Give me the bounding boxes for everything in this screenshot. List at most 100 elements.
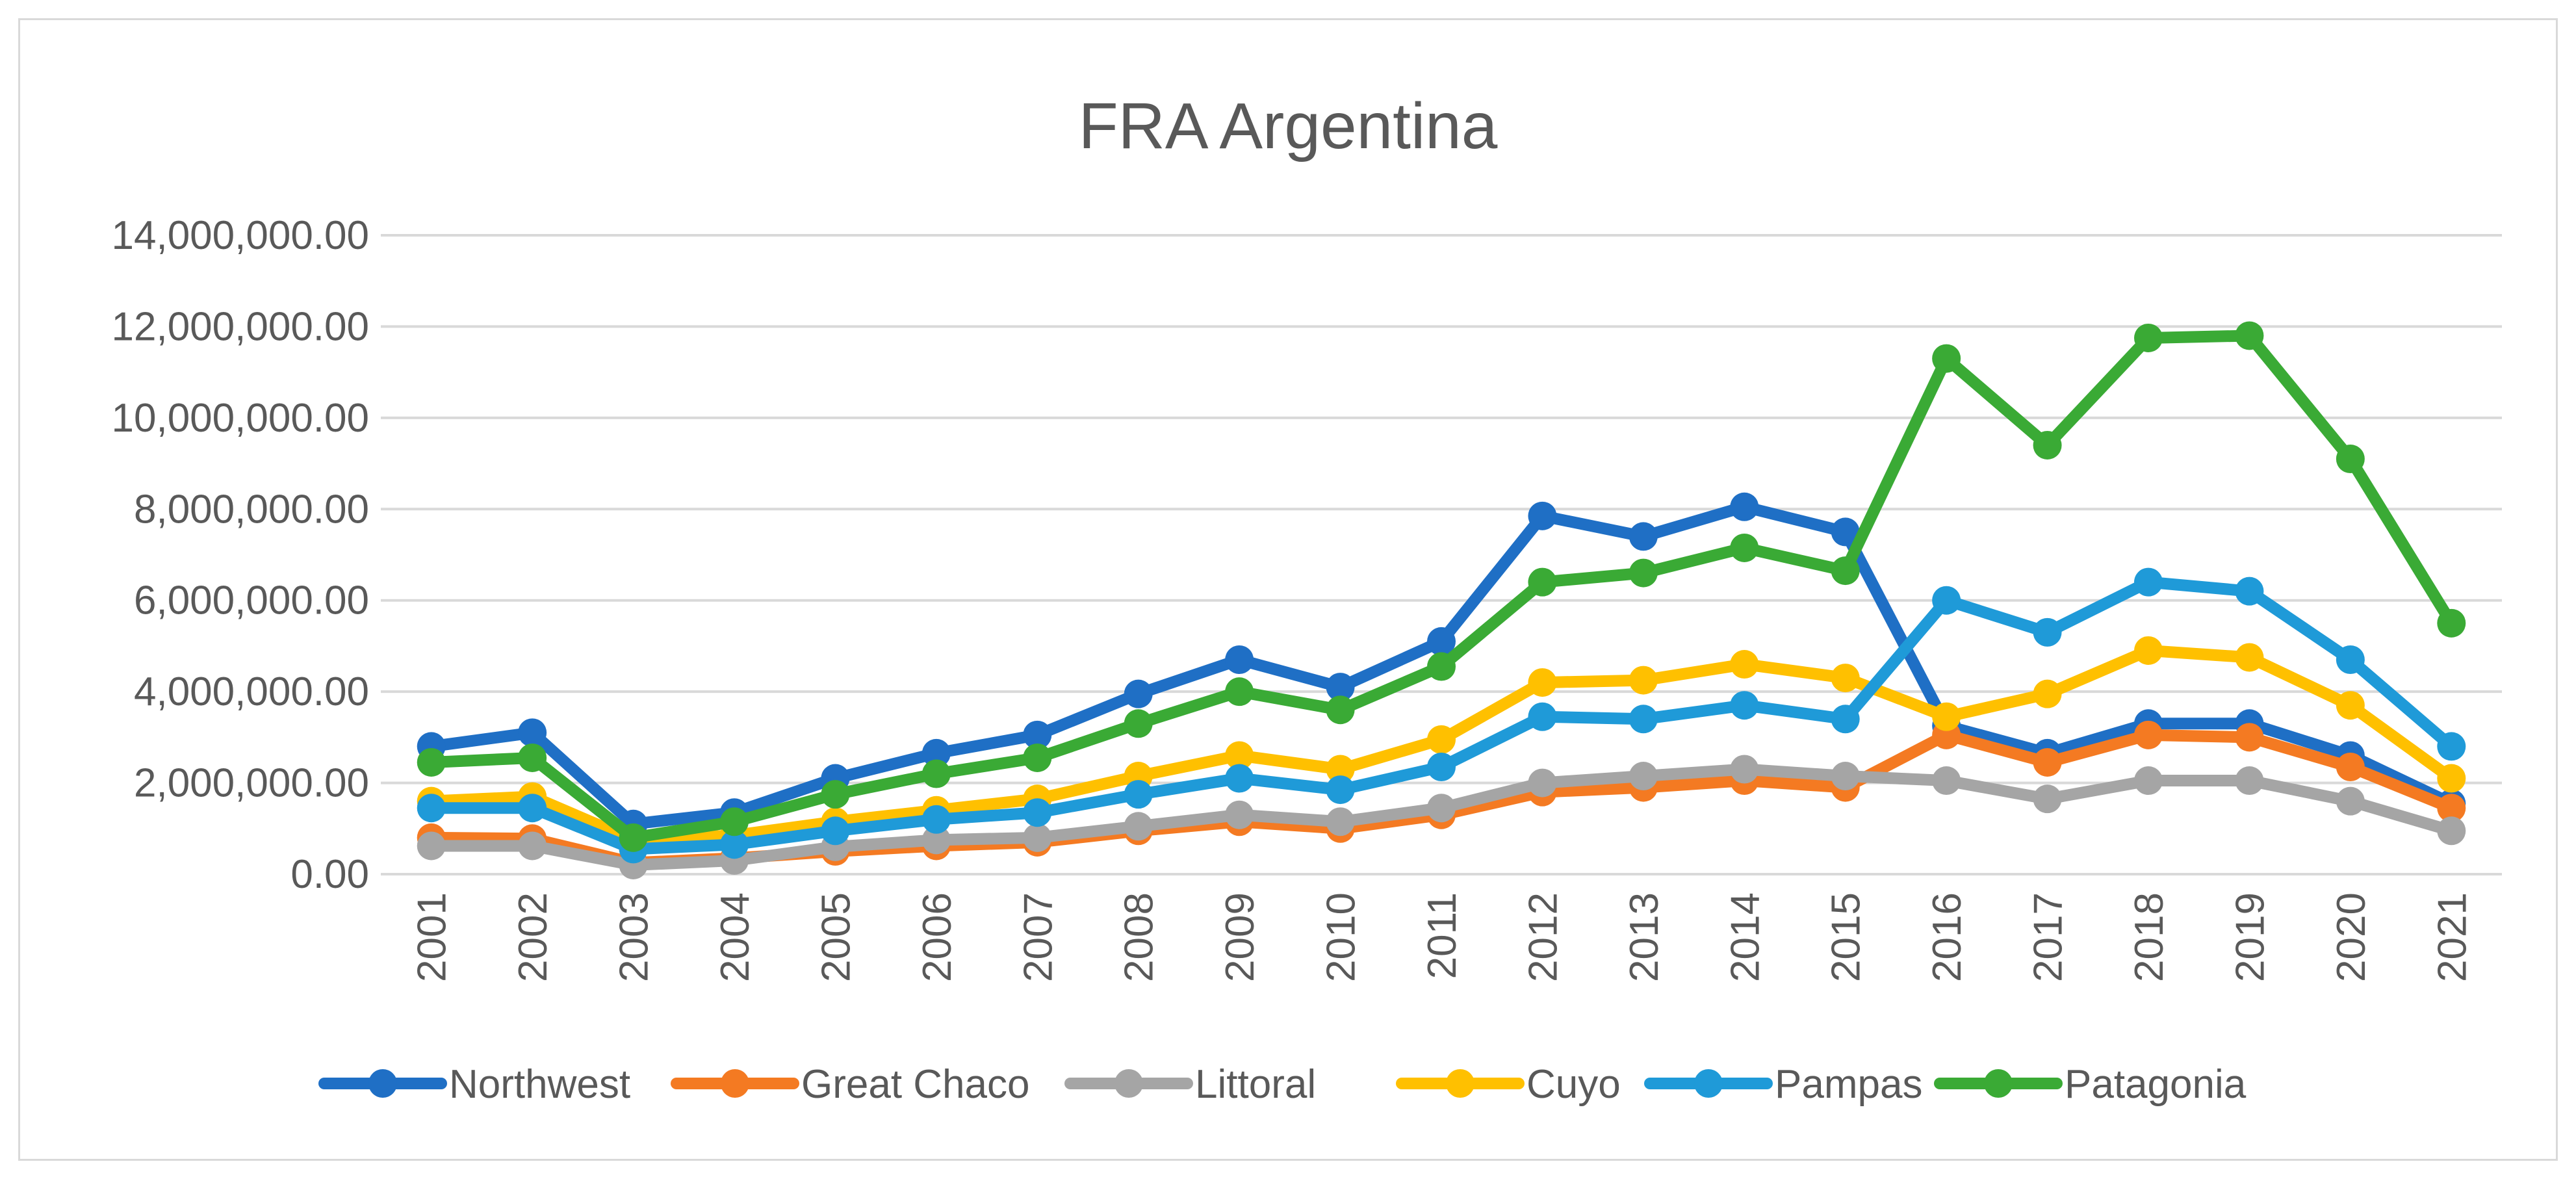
data-point	[417, 747, 446, 777]
data-point	[1023, 823, 1052, 852]
data-point	[1427, 752, 1456, 781]
x-tick-label: 2013	[1622, 892, 1667, 982]
legend-label: Pampas	[1775, 1062, 1922, 1107]
y-tick-label: 14,000,000.00	[112, 213, 370, 258]
data-point	[1831, 556, 1860, 586]
legend-label: Northwest	[449, 1062, 630, 1107]
chart-title: FRA Argentina	[1079, 90, 1498, 162]
data-point	[2336, 445, 2365, 474]
data-point	[821, 816, 850, 846]
data-point	[2033, 679, 2062, 708]
x-tick-label: 2005	[814, 892, 858, 982]
data-point	[2437, 764, 2466, 793]
data-point	[1326, 775, 1355, 805]
data-point	[2134, 766, 2163, 796]
data-point	[921, 825, 951, 855]
data-point	[1225, 741, 1254, 770]
x-tick-label: 2001	[410, 892, 455, 982]
data-point	[1023, 743, 1052, 772]
data-point	[1427, 725, 1456, 754]
legend-item: Cuyo	[1396, 1062, 1621, 1107]
x-tick-label: 2008	[1117, 892, 1162, 982]
data-point	[1326, 807, 1355, 836]
data-point	[1629, 705, 1658, 734]
data-point	[518, 743, 547, 772]
data-point	[2437, 794, 2466, 823]
x-tick-label: 2016	[1925, 892, 1970, 982]
legend-label: Patagonia	[2065, 1062, 2247, 1107]
data-point	[1730, 691, 1759, 720]
legend-key-marker	[1446, 1069, 1475, 1098]
data-point	[2336, 691, 2365, 720]
data-point	[821, 780, 850, 809]
data-point	[1124, 709, 1153, 738]
legend-label: Cuyo	[1526, 1062, 1621, 1107]
data-point	[2235, 766, 2264, 796]
y-tick-label: 2,000,000.00	[134, 761, 369, 806]
data-point	[518, 718, 547, 747]
data-point	[1629, 558, 1658, 588]
data-point	[1023, 798, 1052, 827]
x-tick-label: 2010	[1319, 892, 1364, 982]
series-lines	[417, 321, 2466, 879]
legend-key-marker	[1984, 1069, 2013, 1098]
y-tick-label: 10,000,000.00	[112, 396, 370, 441]
x-tick-label: 2015	[1824, 892, 1869, 982]
data-point	[1124, 679, 1153, 708]
data-point	[1831, 664, 1860, 693]
data-point	[518, 794, 547, 823]
y-tick-label: 0.00	[290, 852, 369, 897]
y-tick-label: 4,000,000.00	[134, 669, 369, 714]
legend-item: Northwest	[318, 1062, 630, 1107]
data-point	[1427, 652, 1456, 681]
y-tick-label: 6,000,000.00	[134, 578, 369, 623]
y-tick-label: 8,000,000.00	[134, 487, 369, 532]
data-point	[1528, 768, 1557, 797]
data-point	[921, 738, 951, 768]
x-tick-label: 2018	[2127, 892, 2172, 982]
series-patagonia	[417, 321, 2466, 852]
data-point	[2033, 430, 2062, 460]
data-point	[1629, 522, 1658, 551]
data-point	[619, 823, 648, 852]
data-point	[1225, 800, 1254, 829]
data-point	[2134, 567, 2163, 597]
data-point	[2437, 732, 2466, 761]
data-point	[2336, 752, 2365, 781]
data-point	[1932, 702, 1961, 731]
x-tick-label: 2011	[1420, 892, 1465, 979]
x-tick-label: 2006	[915, 892, 960, 982]
data-point	[1124, 812, 1153, 841]
data-point	[2134, 720, 2163, 749]
x-tick-label: 2004	[713, 892, 758, 982]
data-point	[1730, 533, 1759, 562]
data-point	[1225, 764, 1254, 793]
x-tick-label: 2007	[1016, 892, 1061, 982]
data-point	[1730, 650, 1759, 679]
data-point	[2134, 323, 2163, 352]
legend-label: Littoral	[1195, 1062, 1316, 1107]
data-point	[2033, 747, 2062, 777]
data-point	[417, 794, 446, 823]
x-tick-label: 2020	[2329, 892, 2374, 982]
x-axis: 2001 2002 2003 2004 2005 2006 2007 2008 2009 2010…	[410, 892, 2475, 982]
data-point	[2235, 643, 2264, 672]
data-point	[2134, 636, 2163, 665]
data-point	[1932, 586, 1961, 615]
data-point	[2336, 786, 2365, 816]
legend-item: Great Chaco	[671, 1062, 1030, 1107]
data-point	[1124, 780, 1153, 809]
data-point	[1528, 501, 1557, 530]
legend-item: Pampas	[1644, 1062, 1922, 1107]
data-point	[1225, 677, 1254, 706]
data-point	[921, 805, 951, 834]
y-tick-label: 12,000,000.00	[112, 304, 370, 349]
data-point	[1326, 755, 1355, 784]
x-tick-label: 2017	[2026, 892, 2071, 982]
data-point	[1831, 517, 1860, 547]
data-point	[1326, 673, 1355, 702]
data-point	[2437, 608, 2466, 638]
legend: Northwest Great Chaco Littoral Cuyo Pampas Pa…	[318, 1062, 2247, 1107]
data-point	[1528, 567, 1557, 597]
data-point	[2235, 577, 2264, 606]
